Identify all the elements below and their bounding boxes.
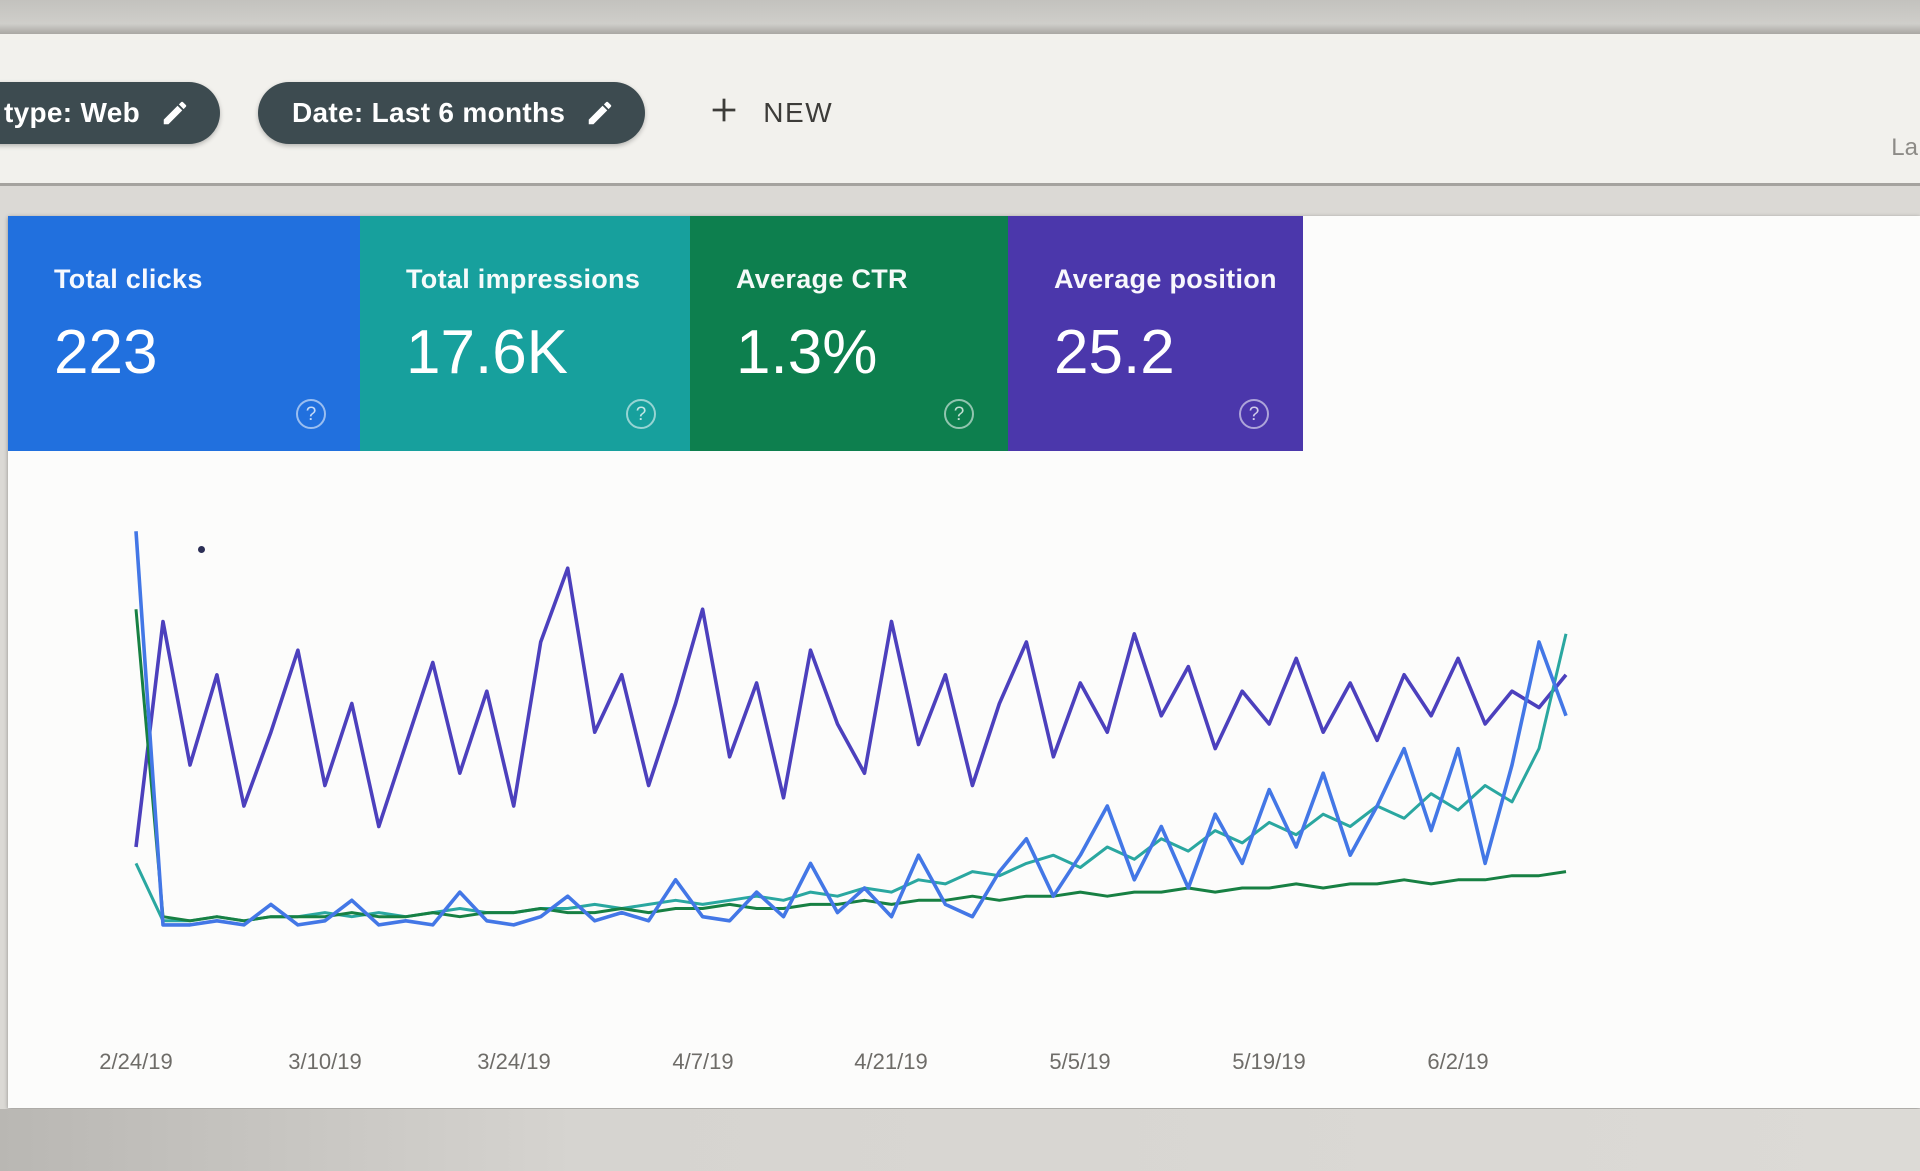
metric-card-total-clicks[interactable]: Total clicks 223 ? — [8, 216, 360, 451]
x-axis-tick-label: 3/24/19 — [477, 1049, 551, 1074]
metric-card-value: 223 — [54, 318, 158, 387]
metric-cards-row: Total clicks 223 ? Total impressions 17.… — [8, 216, 1920, 451]
metric-card-value: 17.6K — [406, 318, 569, 387]
metric-card-total-impressions[interactable]: Total impressions 17.6K ? — [360, 216, 690, 451]
x-axis-tick-label: 4/21/19 — [854, 1049, 928, 1074]
performance-chart-canvas — [134, 531, 1568, 927]
performance-chart[interactable]: 2/24/19 3/10/19 3/24/19 4/7/19 4/21/19 5/5/19… — [8, 451, 1920, 1074]
x-axis-tick-label: 2/24/19 — [99, 1049, 173, 1074]
x-axis-tick-label: 3/10/19 — [288, 1049, 362, 1074]
metric-card-label: Average position — [1054, 264, 1277, 294]
metric-card-value: 25.2 — [1054, 318, 1175, 387]
filter-chip-date-range[interactable]: Date: Last 6 months — [257, 82, 646, 144]
help-icon[interactable]: ? — [1239, 399, 1269, 429]
chart-line-position — [134, 566, 1568, 848]
filter-chip-date-range-label: Date: Last 6 months — [291, 97, 566, 128]
edit-pencil-icon[interactable] — [160, 98, 190, 128]
filter-toolbar: type: Web Date: Last 6 months NEW — [0, 34, 1920, 186]
stray-data-dot — [198, 546, 205, 553]
filter-chip-search-type-label: type: Web — [4, 97, 140, 128]
x-axis-tick-label: 5/5/19 — [1049, 1049, 1111, 1074]
filter-chip-search-type[interactable]: type: Web — [0, 82, 220, 144]
help-icon[interactable]: ? — [626, 399, 656, 429]
edit-pencil-icon[interactable] — [585, 98, 615, 128]
x-axis-tick-label: 5/19/19 — [1232, 1049, 1306, 1074]
new-filter-button[interactable]: NEW — [707, 93, 833, 134]
monitor-top-edge — [0, 0, 1920, 34]
metric-card-label: Total impressions — [406, 264, 641, 294]
chart-line-impressions — [134, 633, 1568, 923]
monitor-bottom-edge — [0, 1109, 1920, 1171]
help-icon[interactable]: ? — [944, 399, 974, 429]
last-updated-text-clipped: La — [1891, 134, 1918, 161]
new-filter-button-label: NEW — [763, 97, 834, 128]
metric-card-average-ctr[interactable]: Average CTR 1.3% ? — [690, 216, 1008, 451]
chart-line-clicks — [134, 531, 1568, 927]
filter-chip-row: type: Web Date: Last 6 months NEW — [0, 82, 833, 144]
plus-icon — [707, 93, 741, 134]
x-axis-tick-label: 6/2/19 — [1427, 1049, 1489, 1074]
x-axis-tick-label: 4/7/19 — [672, 1049, 734, 1074]
performance-report-panel: Total clicks 223 ? Total impressions 17.… — [8, 216, 1920, 1108]
help-icon[interactable]: ? — [296, 399, 326, 429]
metric-card-average-position[interactable]: Average position 25.2 ? — [1008, 216, 1303, 451]
chart-x-axis: 2/24/19 3/10/19 3/24/19 4/7/19 4/21/19 5/5/19… — [99, 1049, 1576, 1089]
metric-card-value: 1.3% — [736, 318, 878, 387]
metric-card-label: Average CTR — [736, 264, 908, 294]
chart-line-ctr — [134, 609, 1567, 923]
metric-card-label: Total clicks — [54, 264, 203, 294]
